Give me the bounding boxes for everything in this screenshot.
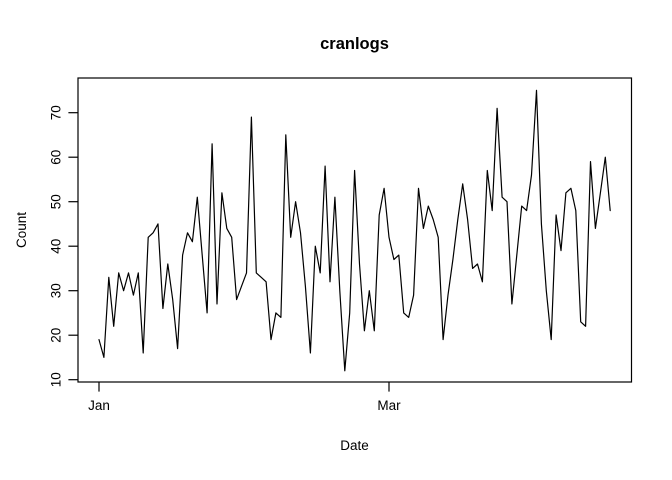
x-tick-label: Jan: [88, 398, 110, 413]
y-tick-label: 50: [49, 194, 64, 209]
chart-title: cranlogs: [320, 35, 389, 53]
y-tick-label: 60: [49, 150, 64, 165]
y-tick-label: 40: [49, 239, 64, 254]
y-tick-label: 30: [49, 283, 64, 298]
y-axis-label: Count: [14, 212, 29, 248]
y-axis-ticks: 10 20 30 40 50 60 70: [49, 105, 78, 387]
y-tick-label: 70: [49, 105, 64, 120]
y-tick-label: 20: [49, 328, 64, 343]
x-axis-ticks: Jan Mar: [88, 382, 401, 413]
data-line-series: [98, 89, 611, 372]
x-tick-label: Mar: [377, 398, 401, 413]
y-tick-label: 10: [49, 372, 64, 387]
x-axis-label: Date: [340, 438, 369, 453]
plot-box: [77, 77, 633, 383]
